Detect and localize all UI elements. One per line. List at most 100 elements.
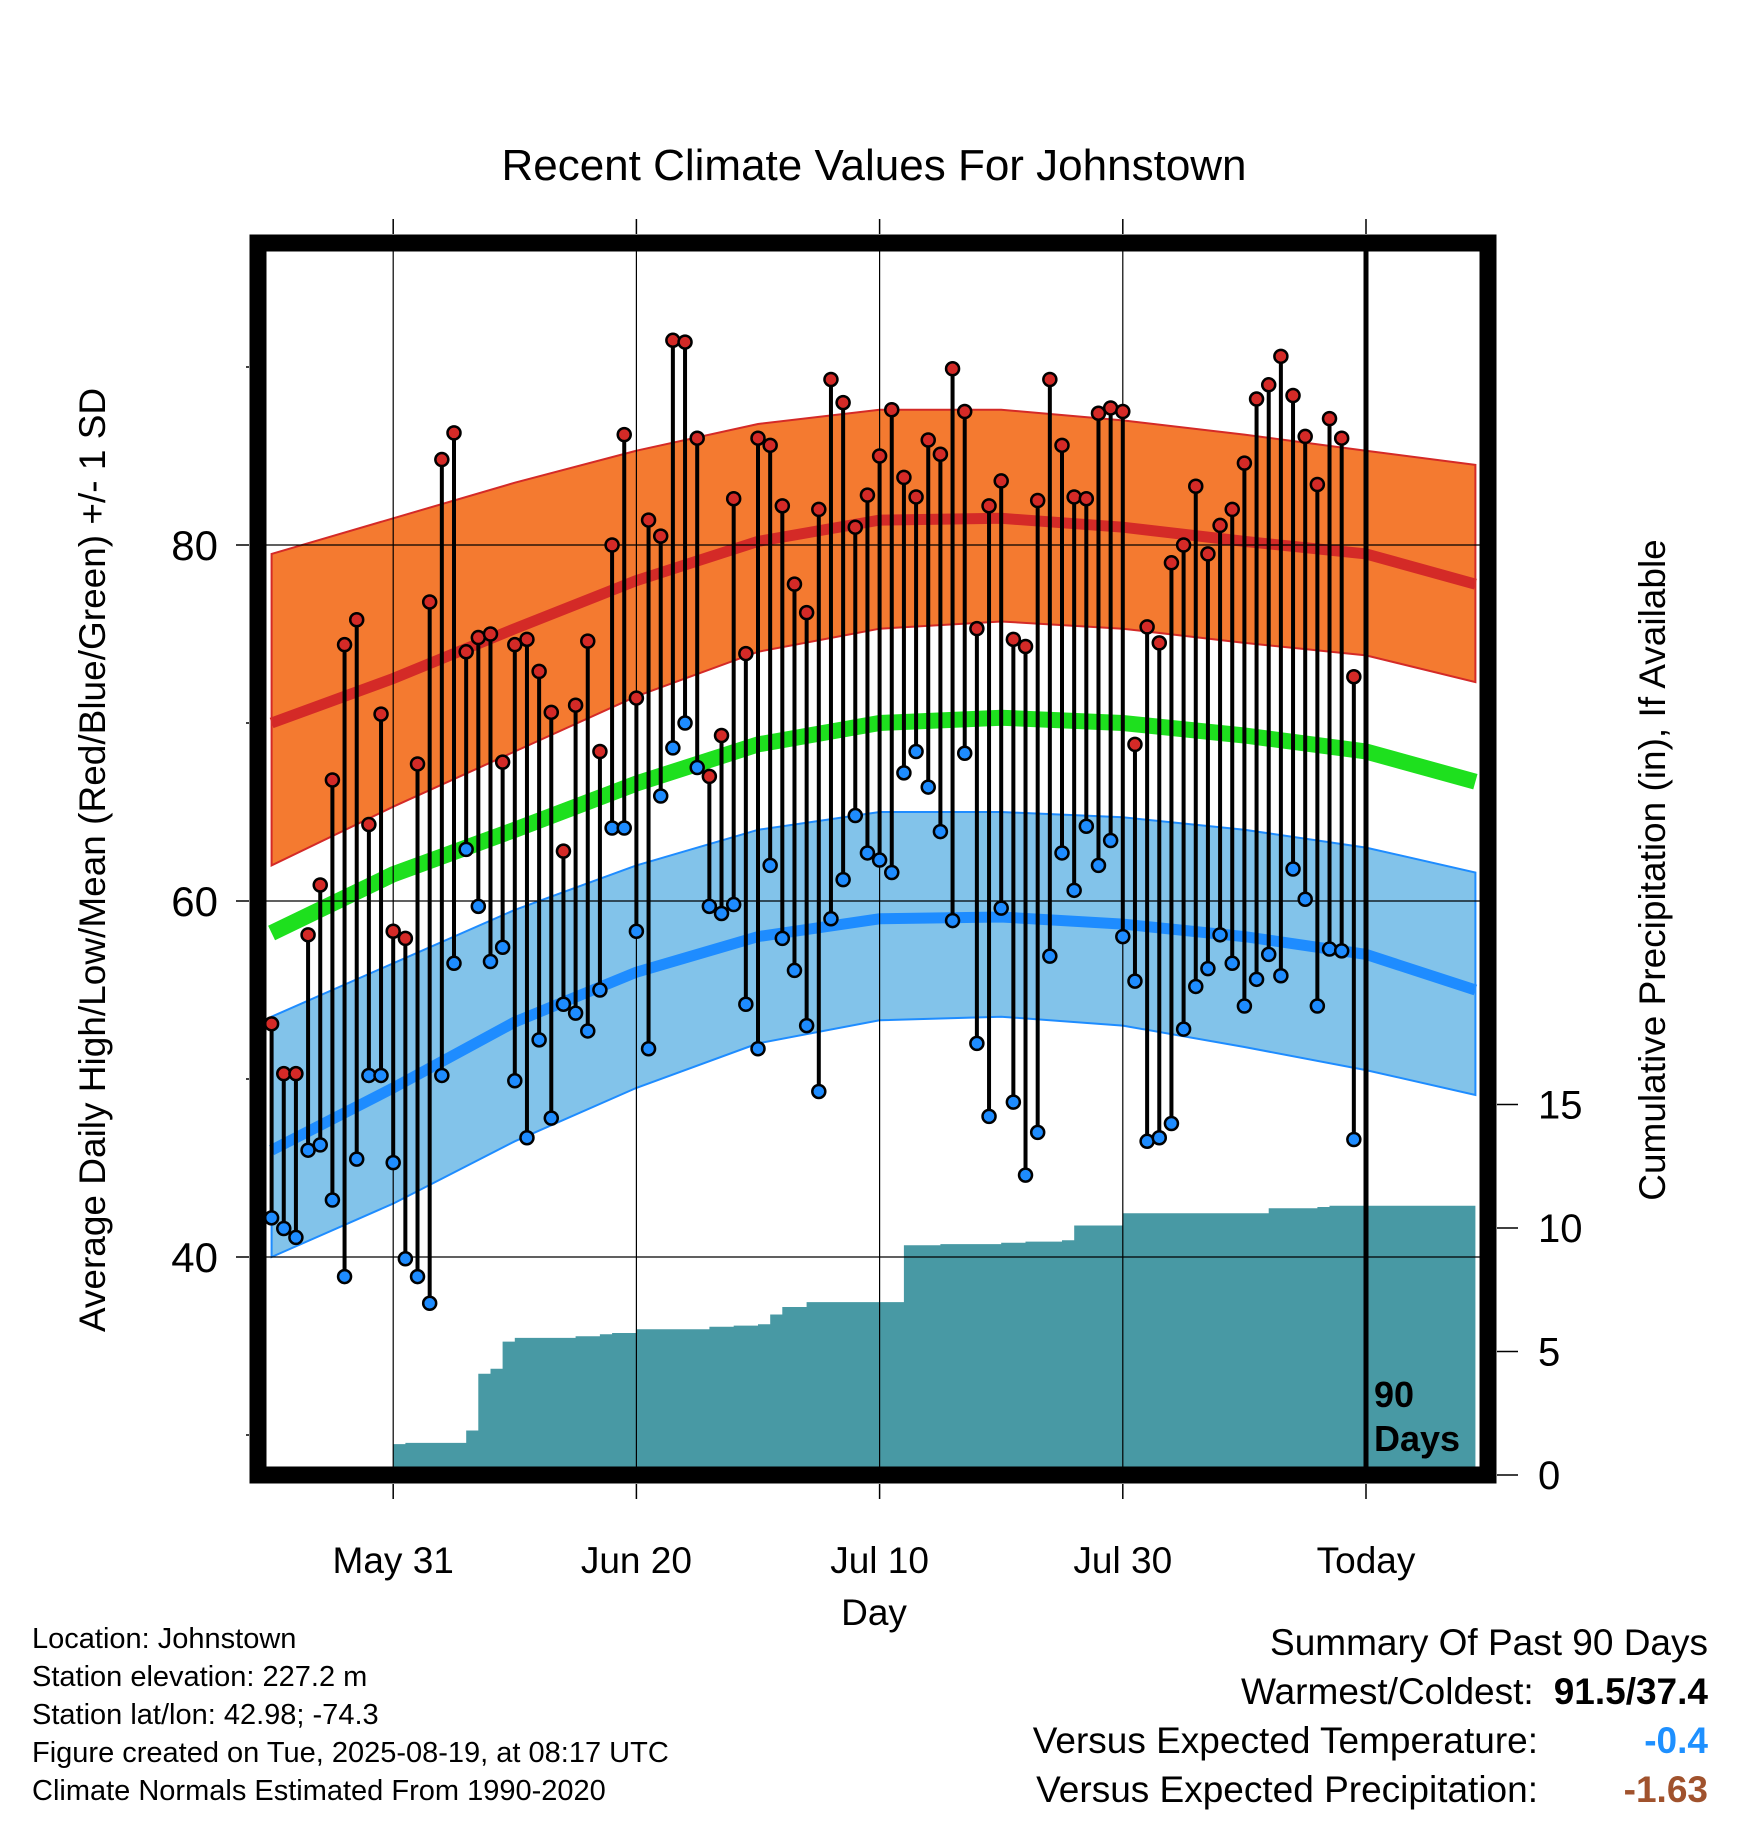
high-point <box>409 756 426 772</box>
high-point <box>446 425 462 441</box>
low-point <box>859 845 876 861</box>
low-point <box>434 1067 450 1084</box>
low-point <box>276 1220 292 1237</box>
low-point <box>1017 1167 1034 1183</box>
y2-tick-label: 0 <box>1538 1454 1560 1498</box>
high-point <box>835 394 851 411</box>
low-point <box>944 912 961 929</box>
high-point <box>616 426 632 443</box>
low-point <box>786 962 803 979</box>
high-point <box>531 663 547 680</box>
high-point <box>348 612 365 628</box>
low-point <box>567 1005 584 1021</box>
high-point <box>956 403 973 420</box>
warm-cold-value: 91.5/37.4 <box>1553 1671 1708 1712</box>
low-point <box>677 715 693 731</box>
precip-diff-label: Versus Expected Precipitation: <box>1036 1769 1538 1810</box>
low-point <box>519 1129 535 1146</box>
low-point <box>1236 998 1253 1014</box>
y2-tick-label: 10 <box>1538 1207 1583 1251</box>
location-text: Location: Johnstown <box>32 1623 297 1655</box>
low-point <box>1042 948 1058 964</box>
low-point <box>1321 941 1338 957</box>
high-point <box>774 498 791 514</box>
high-point <box>847 519 864 535</box>
high-point <box>1139 619 1155 635</box>
high-point <box>944 361 961 377</box>
high-point <box>1309 476 1326 493</box>
low-point <box>908 743 924 760</box>
low-point <box>1188 978 1204 995</box>
low-point <box>263 1210 280 1226</box>
low-point <box>288 1229 304 1246</box>
high-point <box>738 645 754 662</box>
warm-cold-label: Warmest/Coldest: <box>1241 1671 1534 1712</box>
low-point <box>531 1032 547 1048</box>
high-point <box>701 768 718 785</box>
low-point <box>397 1251 414 1267</box>
high-point <box>652 528 669 544</box>
low-point <box>725 896 742 913</box>
low-point <box>774 930 791 947</box>
low-point <box>470 898 487 915</box>
low-point <box>616 820 632 836</box>
high-point <box>1066 489 1082 505</box>
summary-heading: Summary Of Past 90 Days <box>1270 1622 1708 1663</box>
low-point <box>628 923 645 940</box>
low-point <box>1297 891 1313 907</box>
low-point <box>835 871 851 888</box>
low-point <box>1224 955 1240 972</box>
low-point <box>1163 1115 1180 1132</box>
y2-axis-label: Cumulative Precipitation (in), If Availa… <box>1632 539 1673 1201</box>
low-point <box>701 898 718 915</box>
low-point <box>409 1268 426 1285</box>
high-point <box>434 451 450 468</box>
y-tick-label: 60 <box>171 878 218 925</box>
low-point <box>1102 832 1119 849</box>
high-point <box>823 371 839 388</box>
high-point <box>1127 736 1143 753</box>
low-point <box>348 1151 365 1167</box>
low-point <box>920 779 936 795</box>
low-point <box>385 1154 401 1171</box>
high-point <box>1090 405 1107 422</box>
low-point <box>336 1268 353 1285</box>
high-point <box>336 636 353 653</box>
high-point <box>1005 631 1022 648</box>
low-point <box>543 1110 560 1126</box>
low-point <box>689 759 705 776</box>
high-point <box>1273 348 1289 365</box>
high-point <box>1297 428 1313 445</box>
y2-tick-label: 5 <box>1538 1331 1560 1375</box>
high-point <box>1188 478 1204 495</box>
low-point <box>312 1137 328 1153</box>
low-normal-band <box>270 811 1477 1259</box>
summary-warm-cold-row: Warmest/Coldest: 91.5/37.4 <box>1033 1667 1708 1716</box>
plot-frame <box>249 234 1497 1484</box>
summary-temp-row: Versus Expected Temperature: -0.4 <box>1033 1716 1708 1765</box>
high-point <box>1163 555 1180 571</box>
high-point <box>604 537 620 553</box>
high-point <box>1017 638 1034 655</box>
high-point <box>884 401 900 418</box>
high-point <box>458 644 474 660</box>
high-point <box>482 626 499 642</box>
high-point <box>421 594 438 610</box>
high-point <box>1224 501 1240 518</box>
temp-diff-label: Versus Expected Temperature: <box>1032 1720 1538 1761</box>
plot-area <box>268 408 1478 1475</box>
low-point <box>652 788 669 804</box>
low-point <box>1212 927 1228 943</box>
low-point <box>300 1142 316 1158</box>
high-point <box>263 1016 280 1032</box>
high-point <box>1042 371 1058 388</box>
low-point <box>750 1040 766 1057</box>
high-point <box>312 877 328 893</box>
high-point <box>1212 517 1228 534</box>
high-point <box>1175 537 1192 553</box>
y-tick-label: 80 <box>171 522 218 569</box>
high-point <box>981 498 997 514</box>
elevation-text: Station elevation: 227.2 m <box>32 1661 368 1693</box>
low-point <box>555 996 572 1012</box>
high-point <box>1236 455 1253 471</box>
